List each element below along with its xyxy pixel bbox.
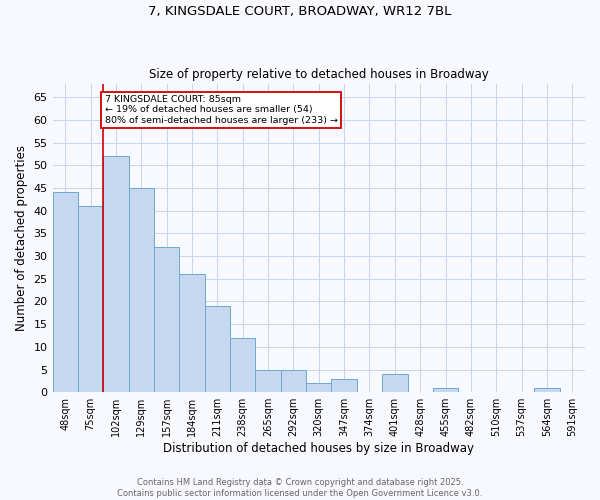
- Bar: [128, 188, 154, 392]
- X-axis label: Distribution of detached houses by size in Broadway: Distribution of detached houses by size …: [163, 442, 474, 455]
- Bar: [331, 378, 357, 392]
- Bar: [78, 206, 103, 392]
- Bar: [154, 247, 179, 392]
- Bar: [205, 306, 230, 392]
- Bar: [534, 388, 560, 392]
- Bar: [103, 156, 128, 392]
- Y-axis label: Number of detached properties: Number of detached properties: [15, 145, 28, 331]
- Bar: [256, 370, 281, 392]
- Bar: [306, 383, 331, 392]
- Text: Contains HM Land Registry data © Crown copyright and database right 2025.
Contai: Contains HM Land Registry data © Crown c…: [118, 478, 482, 498]
- Bar: [230, 338, 256, 392]
- Bar: [53, 192, 78, 392]
- Bar: [179, 274, 205, 392]
- Text: 7, KINGSDALE COURT, BROADWAY, WR12 7BL: 7, KINGSDALE COURT, BROADWAY, WR12 7BL: [148, 5, 452, 18]
- Bar: [281, 370, 306, 392]
- Title: Size of property relative to detached houses in Broadway: Size of property relative to detached ho…: [149, 68, 488, 81]
- Bar: [382, 374, 407, 392]
- Bar: [433, 388, 458, 392]
- Text: 7 KINGSDALE COURT: 85sqm
← 19% of detached houses are smaller (54)
80% of semi-d: 7 KINGSDALE COURT: 85sqm ← 19% of detach…: [104, 95, 338, 124]
